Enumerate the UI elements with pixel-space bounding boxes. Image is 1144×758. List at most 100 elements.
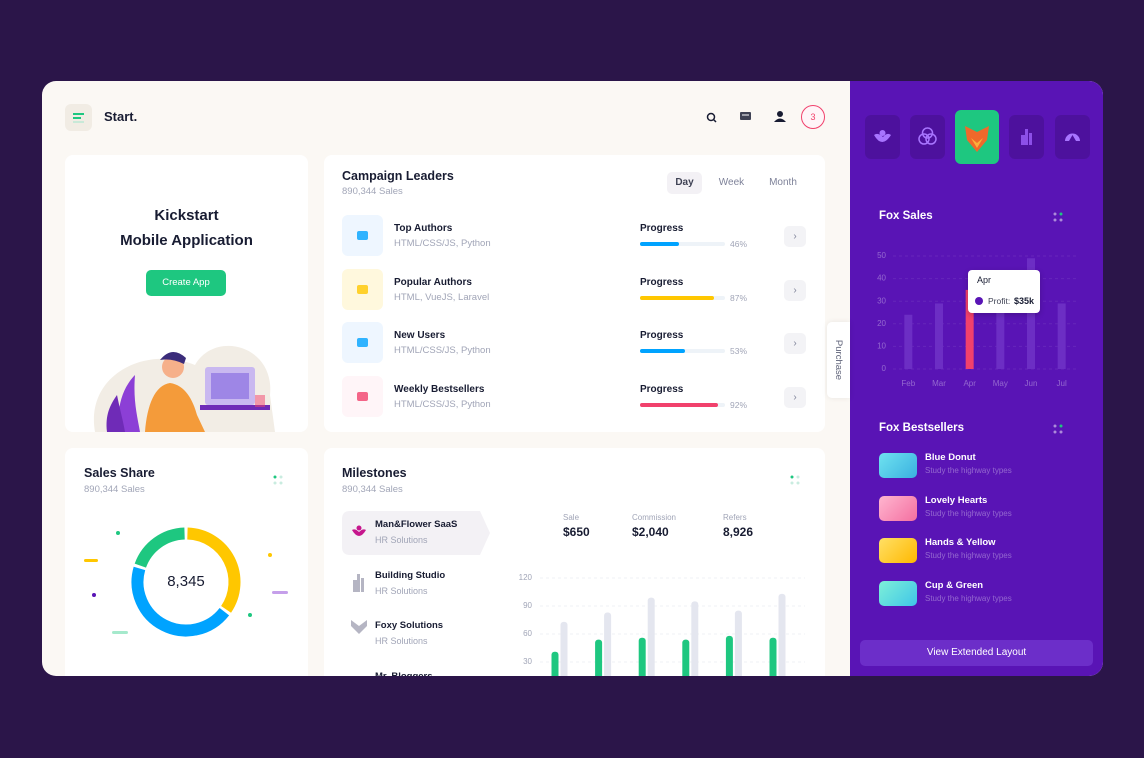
row-title: Weekly Bestsellers	[394, 383, 485, 395]
row-icon-glyph	[357, 284, 368, 294]
item-name: Blue Donut	[925, 452, 976, 463]
dashboard: Start. 3 Kickstart Mobile Application Cr…	[42, 81, 1103, 676]
app-tile-active[interactable]	[955, 110, 999, 164]
row-tech: HTML/CSS/JS, Python	[394, 238, 491, 249]
progress-label: 46%	[729, 239, 747, 249]
kickstart-card: Kickstart Mobile Application Create App	[65, 155, 308, 432]
sales-share-title: Sales Share	[84, 466, 155, 480]
fox-sales-title: Fox Sales	[879, 210, 933, 222]
illustration	[93, 345, 276, 432]
item-description: Study the highway types	[925, 508, 1012, 518]
tooltip-label: Profit:	[988, 296, 1011, 306]
row-tech: HTML, VueJS, Laravel	[394, 291, 490, 303]
row-icon	[342, 322, 383, 363]
kickstart-title: Kickstart	[154, 207, 219, 224]
app-tile[interactable]	[910, 115, 945, 159]
item-name: Hands & Yellow	[925, 537, 996, 548]
row-arrow[interactable]: ›	[784, 226, 806, 247]
thumb	[879, 538, 917, 563]
item-sub: HR Solutions	[375, 636, 428, 647]
row-title: New Users	[394, 330, 446, 341]
menu-dots[interactable]	[789, 474, 801, 486]
milestones-title: Milestones	[342, 466, 407, 480]
progress-label: 92%	[729, 399, 747, 410]
item-description: Study the highway types	[925, 551, 1012, 560]
milestones-subtitle: 890,344 Sales	[342, 484, 403, 495]
tooltip: Apr Profit: $35k	[968, 270, 1040, 313]
row-icon-glyph	[357, 231, 368, 240]
purchase-label: Purchase	[833, 339, 844, 381]
tab[interactable]: Week	[718, 177, 745, 188]
progress-track	[640, 242, 725, 246]
sales-share-card	[65, 448, 308, 676]
tab[interactable]: Day	[667, 172, 702, 194]
stat-value: $650	[563, 525, 590, 539]
progress-track	[640, 295, 725, 300]
stat-value: 8,926	[723, 525, 754, 539]
progress-label: 53%	[729, 346, 747, 356]
progress-title: Progress	[640, 383, 684, 395]
row-icon	[342, 215, 383, 256]
tooltip-value: $35k	[1013, 296, 1034, 306]
menu-dots[interactable]	[1052, 423, 1064, 435]
logo-text: Start.	[104, 109, 138, 124]
confetti	[84, 531, 288, 634]
row-icon-glyph	[357, 338, 368, 347]
thumb	[879, 580, 917, 606]
app-tile[interactable]	[1055, 115, 1090, 159]
thumb	[879, 453, 917, 478]
progress-track	[640, 349, 725, 353]
campaign-card	[324, 155, 825, 432]
row-title: Top Authors	[394, 223, 453, 234]
progress-track	[640, 402, 725, 407]
row-title: Popular Authors	[394, 276, 472, 288]
tooltip-dot	[975, 297, 983, 305]
item-sub: HR Solutions	[375, 585, 428, 596]
kickstart-title: Mobile Application	[120, 232, 253, 249]
stat-label: Commission	[632, 513, 677, 522]
item-name: Foxy Solutions	[375, 620, 444, 632]
item-name: Lovely Hearts	[925, 494, 988, 506]
item-name: Building Studio	[375, 569, 446, 581]
row-arrow[interactable]: ›	[784, 279, 806, 301]
menu-dots[interactable]	[272, 474, 284, 486]
progress-label: 87%	[729, 292, 747, 303]
notification-badge[interactable]: 3	[801, 105, 825, 129]
item-name: Mr. Bloggers	[375, 670, 433, 676]
sales-share-subtitle: 890,344 Sales	[84, 484, 145, 495]
progress-fill	[640, 349, 686, 353]
app-tile[interactable]	[865, 115, 900, 159]
app-tile[interactable]	[1009, 115, 1044, 159]
selected-item	[342, 511, 490, 555]
logo-icon[interactable]	[65, 104, 92, 131]
tab[interactable]: Month	[769, 177, 797, 188]
view-extended-button[interactable]: View Extended Layout	[860, 640, 1093, 666]
row-tech: HTML/CSS/JS, Python	[394, 398, 491, 410]
item-icons	[351, 525, 367, 634]
fox-bestsellers-title: Fox Bestsellers	[879, 422, 965, 434]
progress-fill	[640, 242, 680, 246]
item-name: Man&Flower SaaS	[375, 519, 458, 530]
stat-label: Refers	[723, 513, 747, 522]
row-tech: HTML/CSS/JS, Python	[394, 345, 491, 356]
create-app-button[interactable]: Create App	[146, 270, 226, 296]
purchase-tab[interactable]: Purchase	[827, 322, 850, 398]
thumb	[879, 495, 917, 521]
progress-title: Progress	[640, 223, 684, 234]
tooltip-category: Apr	[977, 275, 992, 285]
item-sub: HR Solutions	[375, 535, 428, 545]
row-icon	[342, 268, 383, 310]
stat-label: Sale	[563, 513, 580, 522]
item-description: Study the highway types	[925, 466, 1012, 475]
campaign-title: Campaign Leaders	[342, 169, 454, 183]
progress-title: Progress	[640, 276, 684, 288]
row-arrow[interactable]: ›	[784, 333, 806, 354]
stat-value: $2,040	[632, 525, 669, 539]
stage: Start. 3 Kickstart Mobile Application Cr…	[42, 81, 1103, 676]
progress-title: Progress	[640, 330, 684, 341]
campaign-subtitle: 890,344 Sales	[342, 186, 403, 197]
item-name: Cup & Green	[925, 579, 984, 591]
header-icons[interactable]	[700, 106, 800, 128]
row-arrow[interactable]: ›	[784, 386, 806, 408]
menu-dots[interactable]	[1052, 211, 1064, 223]
